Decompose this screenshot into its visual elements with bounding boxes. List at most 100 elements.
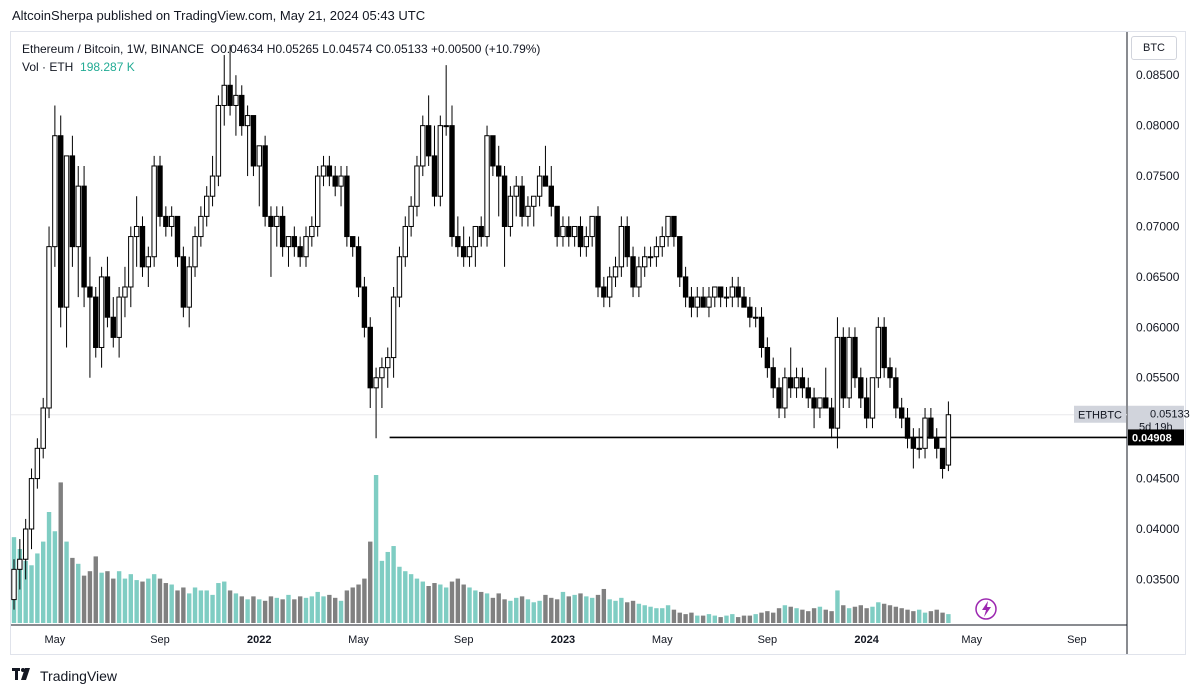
candle-body[interactable] bbox=[904, 417, 911, 439]
candle-body[interactable] bbox=[180, 256, 187, 308]
candle-body[interactable] bbox=[344, 175, 350, 238]
candle-body[interactable] bbox=[834, 336, 841, 429]
candle-body[interactable] bbox=[799, 377, 806, 389]
candle-body[interactable] bbox=[320, 165, 327, 177]
candle-body[interactable] bbox=[741, 296, 747, 308]
candle-body[interactable] bbox=[694, 296, 700, 308]
candle-body[interactable] bbox=[314, 175, 321, 227]
candle-body[interactable] bbox=[612, 266, 619, 278]
candle-body[interactable] bbox=[116, 296, 122, 338]
candle-body[interactable] bbox=[186, 266, 192, 308]
candle-body[interactable] bbox=[893, 377, 899, 409]
candle-body[interactable] bbox=[350, 236, 356, 248]
candle-body[interactable] bbox=[46, 246, 52, 409]
candle-body[interactable] bbox=[828, 407, 835, 429]
candle-body[interactable] bbox=[688, 296, 695, 308]
candle-body[interactable] bbox=[250, 115, 257, 167]
candle-body[interactable] bbox=[268, 215, 274, 227]
candle-body[interactable] bbox=[355, 246, 362, 288]
candle-body[interactable] bbox=[653, 246, 660, 258]
candle-body[interactable] bbox=[636, 266, 642, 288]
candle-body[interactable] bbox=[233, 94, 239, 106]
candle-body[interactable] bbox=[215, 104, 222, 177]
candle-body[interactable] bbox=[198, 215, 204, 238]
candle-body[interactable] bbox=[717, 286, 724, 298]
candle-body[interactable] bbox=[840, 336, 846, 399]
candle-body[interactable] bbox=[939, 447, 946, 469]
candle-body[interactable] bbox=[390, 296, 397, 359]
candle-body[interactable] bbox=[163, 215, 169, 227]
candle-body[interactable] bbox=[898, 407, 905, 419]
candle-body[interactable] bbox=[239, 94, 245, 127]
candle-body[interactable] bbox=[151, 165, 157, 258]
candle-body[interactable] bbox=[513, 185, 519, 197]
candle-body[interactable] bbox=[291, 236, 298, 248]
candle-body[interactable] bbox=[75, 185, 81, 248]
candle-body[interactable] bbox=[811, 397, 817, 409]
candle-body[interactable] bbox=[846, 336, 852, 399]
candle-body[interactable] bbox=[326, 165, 333, 177]
candle-body[interactable] bbox=[256, 145, 262, 167]
candle-body[interactable] bbox=[700, 296, 706, 308]
candle-body[interactable] bbox=[729, 286, 736, 298]
candle-body[interactable] bbox=[922, 417, 928, 449]
candle-body[interactable] bbox=[507, 195, 514, 227]
candle-body[interactable] bbox=[595, 215, 601, 288]
candle-body[interactable] bbox=[712, 286, 718, 298]
candle-body[interactable] bbox=[554, 205, 560, 238]
candle-body[interactable] bbox=[431, 155, 438, 197]
candle-body[interactable] bbox=[28, 478, 35, 530]
candle-body[interactable] bbox=[221, 84, 227, 106]
candle-body[interactable] bbox=[566, 225, 572, 238]
candle-body[interactable] bbox=[525, 205, 531, 217]
candle-body[interactable] bbox=[122, 286, 128, 298]
candle-body[interactable] bbox=[338, 175, 344, 187]
candle-body[interactable] bbox=[93, 296, 99, 348]
candle-body[interactable] bbox=[58, 135, 64, 308]
candle-body[interactable] bbox=[875, 326, 882, 379]
candle-body[interactable] bbox=[367, 326, 373, 389]
volume-label[interactable]: Vol · ETH bbox=[22, 60, 74, 74]
candle-body[interactable] bbox=[916, 447, 922, 450]
candle-body[interactable] bbox=[402, 225, 408, 258]
candle-body[interactable] bbox=[443, 125, 449, 128]
candle-body[interactable] bbox=[17, 558, 23, 570]
candle-body[interactable] bbox=[589, 215, 595, 238]
candle-body[interactable] bbox=[560, 225, 566, 238]
candle-body[interactable] bbox=[361, 286, 368, 328]
candle-body[interactable] bbox=[706, 296, 712, 308]
candle-body[interactable] bbox=[244, 115, 251, 127]
candle-body[interactable] bbox=[420, 125, 426, 167]
candle-body[interactable] bbox=[618, 225, 625, 268]
candle-body[interactable] bbox=[642, 256, 648, 268]
candle-body[interactable] bbox=[910, 437, 917, 449]
candle-body[interactable] bbox=[723, 296, 730, 299]
candle-body[interactable] bbox=[52, 135, 58, 248]
candle-body[interactable] bbox=[87, 286, 93, 298]
candle-body[interactable] bbox=[285, 236, 292, 248]
candle-body[interactable] bbox=[209, 175, 216, 197]
candle-body[interactable] bbox=[647, 256, 654, 259]
candle-body[interactable] bbox=[863, 397, 870, 419]
candle-body[interactable] bbox=[466, 246, 473, 258]
candle-body[interactable] bbox=[408, 205, 414, 227]
candle-body[interactable] bbox=[571, 225, 578, 238]
candle-body[interactable] bbox=[192, 236, 198, 268]
candle-body[interactable] bbox=[606, 276, 613, 298]
candle-body[interactable] bbox=[782, 377, 788, 409]
candle-body[interactable] bbox=[157, 165, 163, 217]
candle-body[interactable] bbox=[168, 215, 175, 227]
candle-body[interactable] bbox=[665, 215, 671, 238]
candle-body[interactable] bbox=[63, 155, 70, 308]
candle-body[interactable] bbox=[460, 246, 467, 258]
candle-body[interactable] bbox=[735, 286, 741, 298]
candle-body[interactable] bbox=[682, 276, 689, 298]
candle-body[interactable] bbox=[542, 175, 549, 187]
candle-body[interactable] bbox=[22, 528, 29, 560]
candle-body[interactable] bbox=[490, 135, 496, 167]
candle-body[interactable] bbox=[630, 256, 636, 288]
candle-body[interactable] bbox=[852, 336, 858, 379]
candle-body[interactable] bbox=[303, 236, 309, 258]
candle-body[interactable] bbox=[437, 125, 444, 197]
